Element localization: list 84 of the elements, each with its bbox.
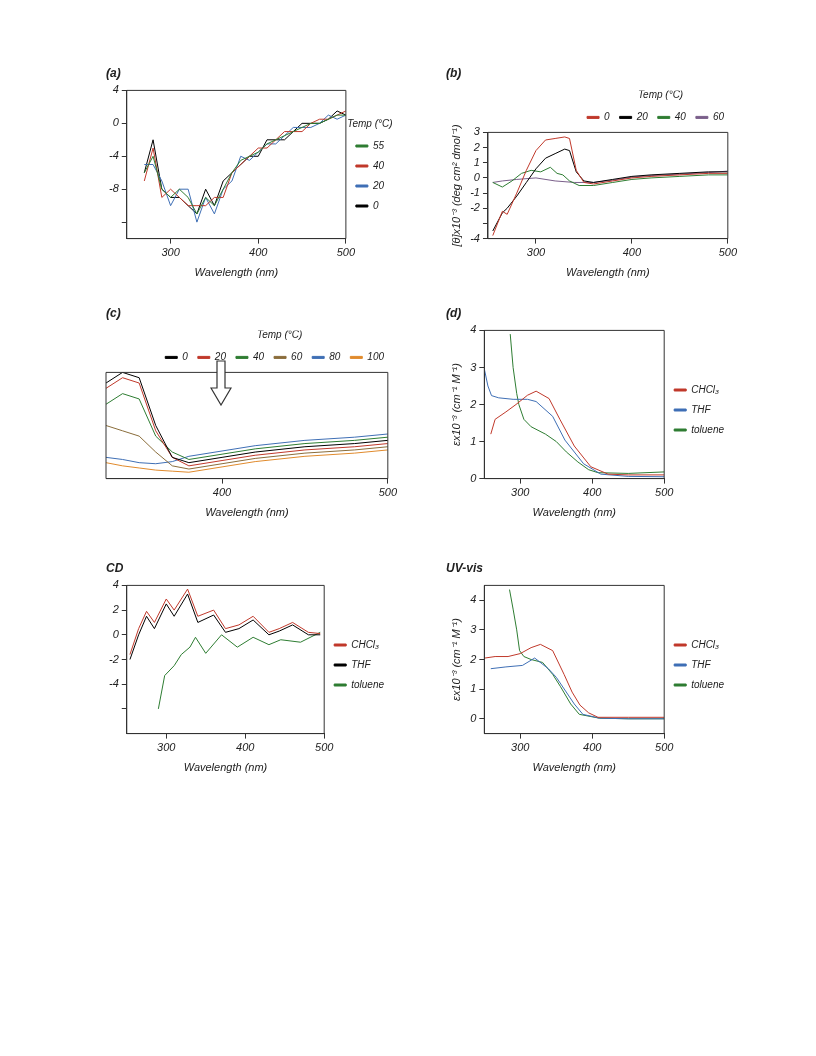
chart-title: (a)	[106, 65, 121, 80]
legend-label: THF	[691, 658, 712, 670]
x-tick-label: 400	[583, 486, 603, 499]
y-tick-label: 2	[469, 397, 477, 410]
y-tick-label: 2	[472, 140, 480, 153]
legend-label: 40	[252, 351, 265, 363]
legend-label: THF	[691, 403, 712, 415]
legend-label: 20	[635, 111, 649, 123]
y-tick-label: 2	[111, 603, 119, 616]
x-tick-label: 400	[622, 246, 642, 259]
x-tick-label: 300	[157, 741, 177, 754]
legend-label: 0	[604, 111, 611, 123]
x-tick-label: 300	[161, 246, 181, 259]
y-tick-label: -4	[109, 149, 119, 162]
y-axis-title: εx10⁻³ (cm⁻¹ M⁻¹)	[449, 617, 462, 701]
y-tick-label: 4	[470, 323, 477, 336]
legend-label: 0	[182, 351, 189, 363]
y-tick-label: 2	[469, 652, 477, 665]
y-tick-label: 1	[473, 155, 480, 168]
x-tick-label: 500	[655, 741, 675, 754]
x-tick-label: 500	[315, 741, 335, 754]
chart-title: CD	[106, 560, 124, 575]
y-tick-label: 4	[470, 593, 477, 606]
y-tick-label: 0	[470, 471, 478, 484]
x-axis-title: Wavelength (nm)	[205, 506, 290, 519]
y-axis-title: εx10⁻³ (cm⁻¹ M⁻¹)	[449, 362, 462, 446]
x-axis-title: Wavelength (nm)	[183, 761, 268, 774]
x-tick-label: 500	[655, 486, 675, 499]
legend-label: toluene	[691, 423, 725, 435]
legend-label: 40	[674, 111, 687, 123]
legend-title: Temp (°C)	[256, 329, 303, 341]
legend-label: 40	[372, 159, 385, 171]
chart-title: UV-vis	[446, 560, 484, 575]
legend-label: 20	[371, 179, 385, 191]
legend-label: CHCl₃	[691, 383, 720, 395]
legend-label: 60	[712, 111, 725, 123]
x-tick-label: 400	[212, 486, 233, 499]
legend-label: 60	[291, 351, 303, 363]
y-tick-label: 0	[112, 627, 120, 640]
y-tick-label: 4	[112, 83, 119, 96]
y-tick-label: 3	[470, 622, 478, 635]
y-tick-label: -4	[109, 677, 119, 690]
y-tick-label: 4	[112, 578, 119, 591]
y-tick-label: -1	[470, 186, 480, 199]
y-tick-label: 1	[470, 682, 477, 695]
x-axis-title: Wavelength (nm)	[566, 266, 651, 279]
y-tick-label: -8	[109, 182, 120, 195]
x-tick-label: 300	[511, 741, 531, 754]
legend-label: toluene	[351, 678, 385, 690]
y-tick-label: 0	[112, 116, 120, 129]
x-axis-title: Wavelength (nm)	[194, 266, 279, 279]
legend-label: 55	[372, 139, 385, 151]
x-tick-label: 500	[336, 246, 356, 259]
y-tick-label: -4	[470, 231, 480, 244]
x-axis-title: Wavelength (nm)	[532, 506, 617, 519]
legend-label: 20	[213, 351, 227, 363]
legend-label: 0	[372, 199, 379, 211]
y-tick-label: -2	[470, 201, 480, 214]
legend-label: 80	[329, 351, 341, 363]
y-tick-label: 0	[473, 170, 481, 183]
x-axis-title: Wavelength (nm)	[532, 761, 617, 774]
legend-label: CHCl₃	[351, 638, 380, 650]
legend-title: Temp (°C)	[637, 89, 684, 101]
y-axis-title: [θ]x10⁻³ (deg cm² dmol⁻¹)	[449, 124, 462, 248]
chart-title: (c)	[106, 305, 121, 320]
x-tick-label: 400	[583, 741, 603, 754]
chart-title: (d)	[446, 305, 462, 320]
y-tick-label: -2	[109, 652, 119, 665]
x-tick-label: 400	[249, 246, 269, 259]
y-tick-label: 1	[470, 434, 477, 447]
legend-label: toluene	[691, 678, 725, 690]
legend-label: 100	[367, 351, 385, 363]
y-tick-label: 0	[470, 711, 478, 724]
y-tick-label: 3	[473, 125, 481, 138]
x-tick-label: 300	[511, 486, 531, 499]
x-tick-label: 300	[526, 246, 547, 259]
chart-title: (b)	[446, 65, 462, 80]
x-tick-label: 500	[378, 486, 398, 499]
legend-label: THF	[351, 658, 372, 670]
x-tick-label: 500	[718, 246, 738, 259]
legend-label: CHCl₃	[691, 638, 720, 650]
legend-title: Temp (°C)	[347, 117, 393, 129]
x-tick-label: 400	[236, 741, 256, 754]
y-tick-label: 3	[470, 360, 478, 373]
